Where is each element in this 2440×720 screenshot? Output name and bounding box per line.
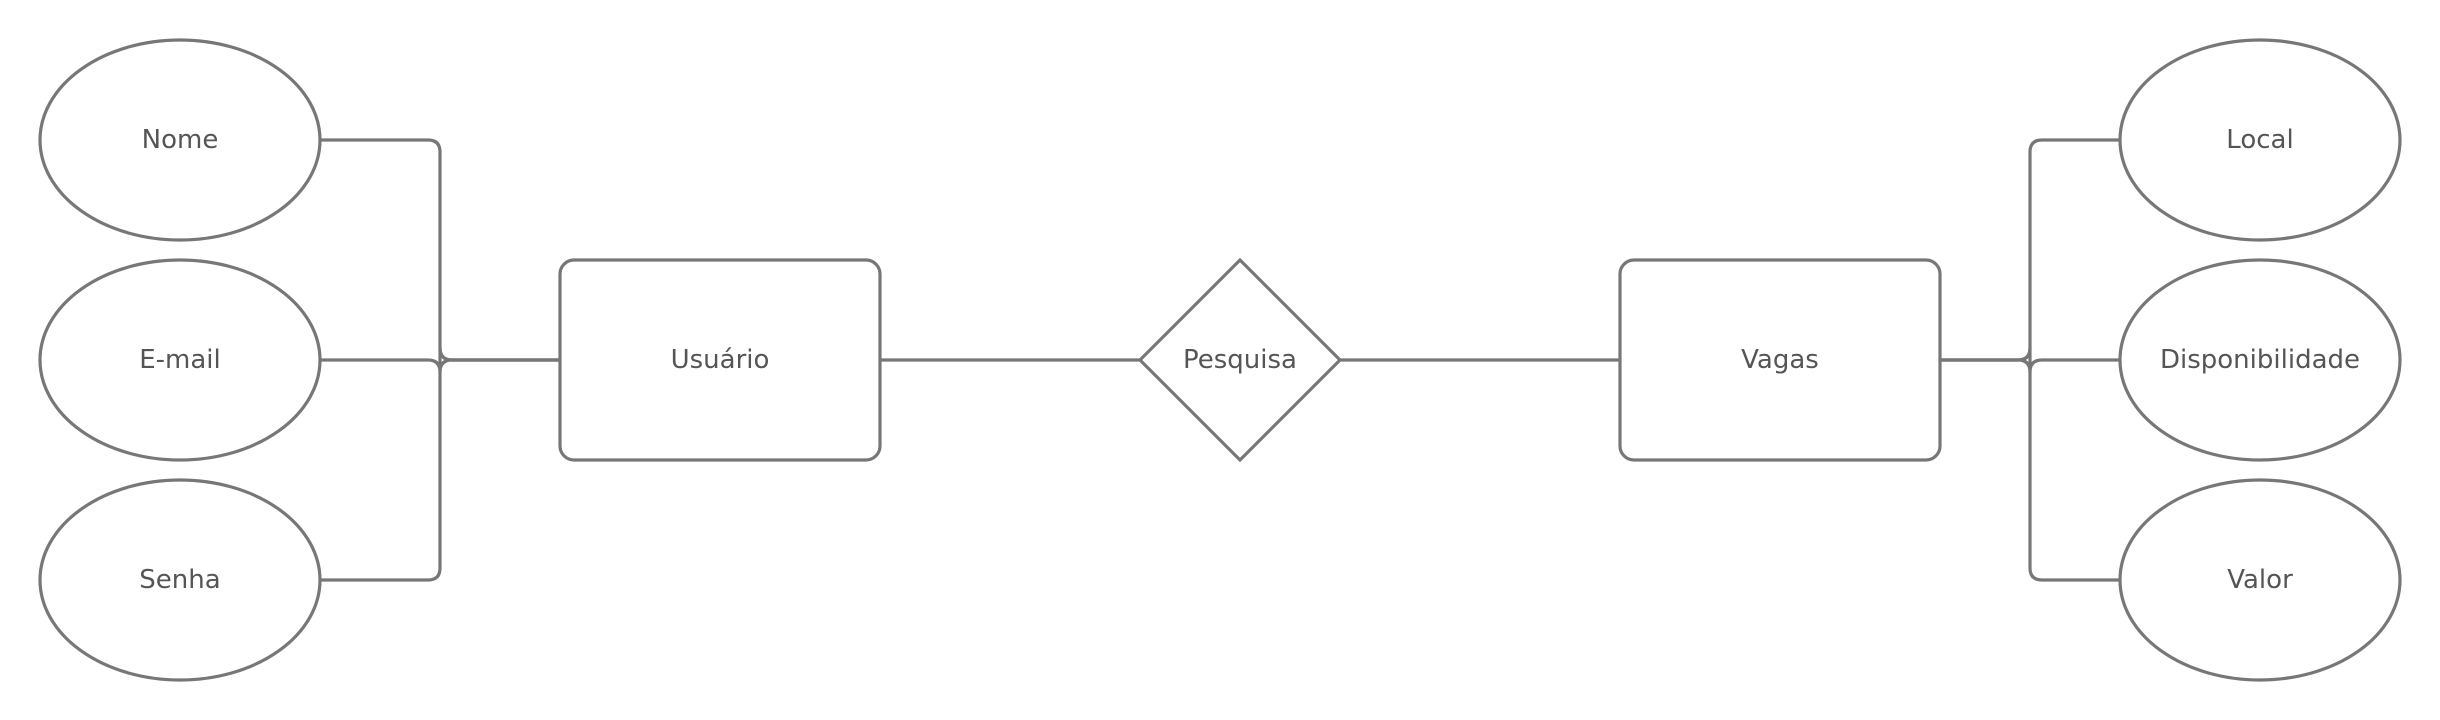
attribute-nome-shape	[38, 38, 322, 242]
attribute-senha-label: Senha	[139, 565, 220, 595]
attribute-valor[interactable]: Valor	[2118, 478, 2402, 682]
attribute-local-shape	[2118, 38, 2402, 242]
entity-vagas[interactable]: Vagas	[1618, 258, 1942, 462]
attribute-disponibilidade-label: Disponibilidade	[2160, 345, 2360, 375]
attribute-local[interactable]: Local	[2118, 38, 2402, 242]
attribute-disponibilidade-shape	[2118, 258, 2402, 462]
attribute-nome[interactable]: Nome	[38, 38, 322, 242]
connector-senha-usuario	[318, 358, 562, 582]
entity-vagas-label: Vagas	[1741, 345, 1819, 375]
entity-usuario-label: Usuário	[671, 345, 770, 375]
relationship-pesquisa[interactable]: Pesquisa	[1137, 257, 1343, 463]
attribute-senha-shape	[38, 478, 322, 682]
connector-vagas-valor	[1938, 358, 2122, 582]
attribute-senha[interactable]: Senha	[38, 478, 322, 682]
attribute-disponibilidade[interactable]: Disponibilidade	[2118, 258, 2402, 462]
entity-vagas-shape	[1618, 258, 1942, 462]
relationship-pesquisa-label: Pesquisa	[1183, 345, 1297, 375]
attribute-email[interactable]: E-mail	[38, 258, 322, 462]
attribute-email-label: E-mail	[139, 345, 221, 375]
attribute-valor-label: Valor	[2227, 565, 2293, 595]
attribute-nome-label: Nome	[142, 125, 219, 155]
entity-usuario[interactable]: Usuário	[558, 258, 882, 462]
entity-usuario-shape	[558, 258, 882, 462]
connectors	[318, 138, 2122, 582]
relationship-pesquisa-shape	[1137, 257, 1343, 463]
attribute-valor-shape	[2118, 478, 2402, 682]
attribute-email-shape	[38, 258, 322, 462]
connector-vagas-local	[1938, 138, 2122, 362]
connector-nome-usuario	[318, 138, 562, 362]
attribute-local-label: Local	[2226, 125, 2293, 155]
